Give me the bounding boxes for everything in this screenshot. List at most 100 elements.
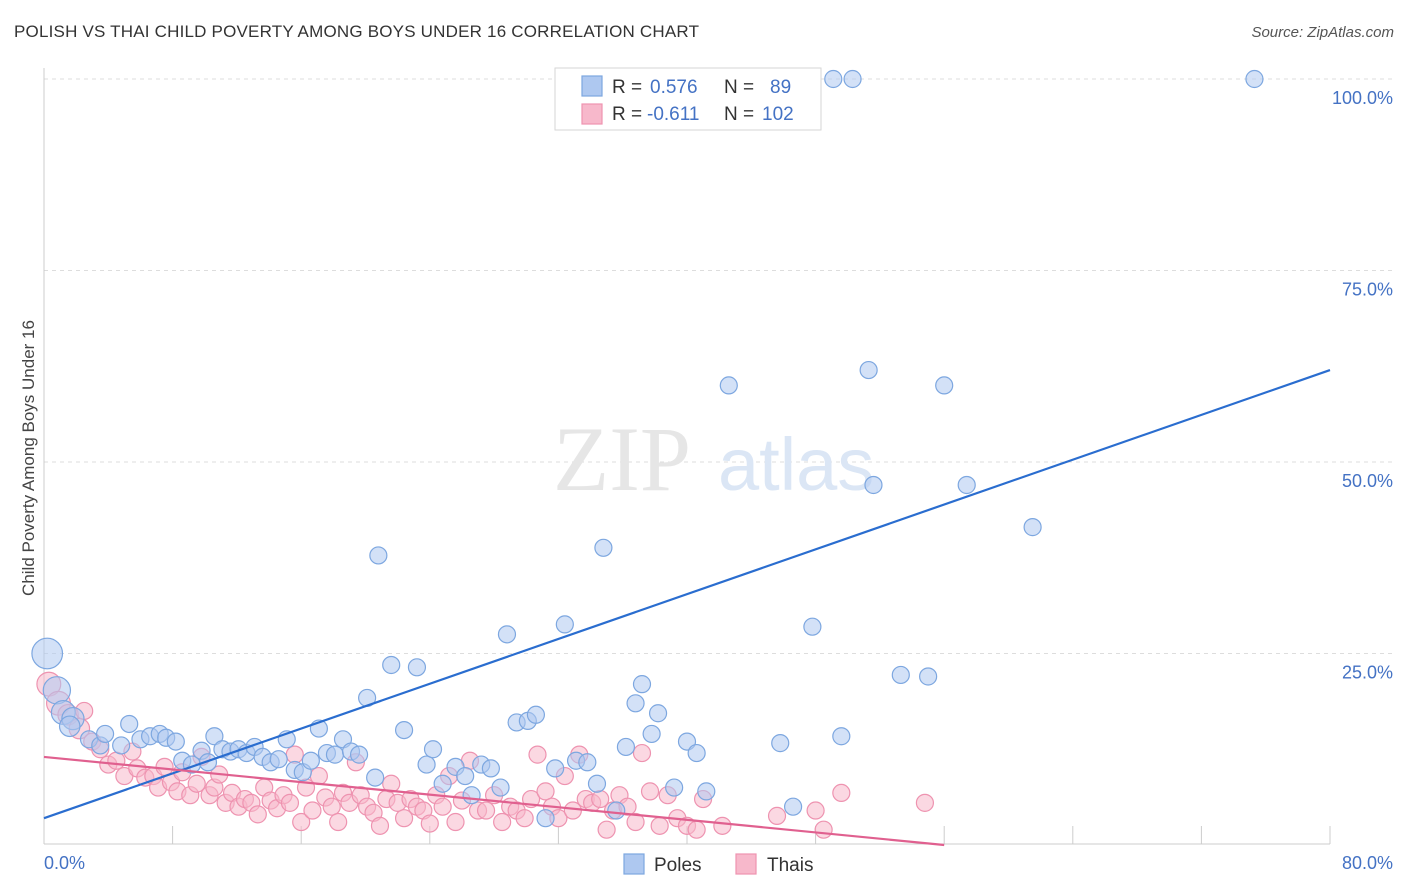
thais-point-52 — [382, 774, 401, 793]
x-tick-label-1: 80.0% — [1342, 853, 1393, 873]
thais-point-36 — [285, 745, 304, 764]
legend-thais-n-label: N = — [724, 104, 754, 125]
watermark-atlas: atlas — [718, 423, 874, 506]
thais-point-60 — [433, 797, 452, 816]
bottom-legend-poles-swatch — [623, 853, 645, 875]
y-tick-label-0: 25.0% — [1342, 663, 1393, 683]
poles-point-62 — [587, 774, 607, 793]
poles-point-66 — [626, 694, 645, 713]
poles-point-59 — [555, 615, 574, 634]
thais-point-62 — [446, 812, 465, 832]
poles-point-79 — [824, 69, 843, 89]
poles-point-42 — [394, 720, 414, 740]
poles-point-88 — [1245, 69, 1264, 89]
trend-lines — [43, 369, 1331, 847]
poles-trend-line — [43, 369, 1331, 820]
x-tick-label-0: 0.0% — [44, 853, 85, 873]
poles-point-74 — [719, 376, 738, 395]
legend-thais-swatch — [581, 103, 603, 125]
thais-point-74 — [536, 782, 555, 801]
poles-point-69 — [648, 704, 668, 723]
legend-poles-n-value: 89 — [770, 77, 791, 98]
poles-point-65 — [616, 737, 636, 757]
thais-point-8 — [107, 751, 126, 770]
poles-point-83 — [891, 665, 910, 685]
thais-trend-line — [43, 755, 945, 847]
source-label: Source: ZipAtlas.com — [1251, 24, 1394, 41]
y-tick-label-1: 50.0% — [1342, 471, 1393, 491]
y-tick-label-3: 100.0% — [1332, 88, 1393, 108]
poles-point-78 — [832, 727, 851, 746]
poles-point-82 — [864, 475, 883, 495]
thais-point-94 — [687, 820, 706, 839]
poles-point-4 — [58, 715, 81, 738]
poles-points — [31, 69, 1264, 828]
watermark-zip: ZIP — [553, 408, 691, 510]
poles-point-52 — [491, 778, 510, 797]
thais-point-99 — [832, 783, 851, 803]
poles-point-53 — [497, 625, 517, 644]
poles-point-51 — [481, 759, 500, 778]
poles-point-75 — [771, 734, 790, 753]
poles-point-76 — [783, 797, 803, 816]
poles-point-18 — [198, 753, 218, 772]
poles-point-37 — [349, 745, 369, 764]
thais-point-66 — [476, 801, 496, 820]
thais-point-98 — [806, 801, 825, 820]
thais-point-100 — [814, 820, 833, 839]
poles-point-44 — [417, 755, 436, 774]
poles-point-7 — [95, 724, 115, 744]
legend-poles-r-label: R = — [612, 77, 642, 98]
bottom-legend-thais-label: Thais — [767, 855, 813, 876]
poles-point-48 — [456, 766, 475, 786]
poles-point-80 — [843, 69, 862, 89]
thais-point-42 — [322, 797, 341, 816]
thais-point-71 — [515, 809, 534, 828]
poles-point-14 — [166, 732, 185, 751]
poles-point-57 — [536, 809, 555, 828]
thais-point-90 — [650, 816, 669, 835]
poles-point-84 — [919, 667, 938, 686]
thais-point-39 — [303, 801, 322, 820]
poles-point-77 — [803, 617, 822, 636]
poles-point-34 — [325, 745, 345, 764]
thais-point-35 — [280, 793, 300, 812]
poles-point-85 — [935, 376, 954, 395]
bottom-legend: Poles Thais — [623, 853, 813, 876]
poles-point-86 — [957, 475, 976, 495]
thais-point-87 — [626, 812, 645, 832]
legend-thais-n-value: 102 — [762, 104, 794, 125]
thais-point-88 — [632, 743, 652, 763]
poles-point-45 — [423, 740, 443, 759]
poles-point-71 — [687, 743, 706, 763]
poles-point-39 — [366, 768, 385, 787]
poles-point-27 — [269, 750, 288, 769]
watermark: ZIP atlas — [553, 408, 874, 510]
poles-point-8 — [112, 736, 131, 755]
poles-point-58 — [546, 759, 565, 778]
gridlines — [44, 78, 1395, 654]
thais-point-15 — [155, 757, 174, 776]
thais-point-58 — [420, 814, 439, 833]
poles-point-40 — [369, 546, 388, 565]
thais-point-37 — [292, 812, 311, 832]
thais-point-83 — [597, 820, 616, 839]
poles-point-68 — [642, 724, 661, 744]
poles-point-72 — [665, 778, 684, 797]
bottom-legend-thais-swatch — [735, 853, 757, 875]
poles-point-41 — [382, 655, 401, 675]
poles-point-46 — [433, 774, 452, 793]
poles-point-0 — [31, 637, 64, 670]
thais-point-54 — [394, 809, 414, 828]
thais-point-73 — [528, 745, 547, 764]
poles-point-1 — [42, 676, 72, 705]
thais-point-101 — [915, 793, 935, 812]
poles-point-67 — [632, 675, 652, 694]
y-axis-title: Child Poverty Among Boys Under 16 — [19, 320, 38, 596]
thais-point-20 — [187, 774, 206, 793]
poles-point-19 — [205, 727, 224, 746]
poles-point-61 — [578, 753, 597, 772]
poles-point-31 — [301, 751, 320, 770]
bottom-legend-poles-label: Poles — [654, 855, 702, 876]
